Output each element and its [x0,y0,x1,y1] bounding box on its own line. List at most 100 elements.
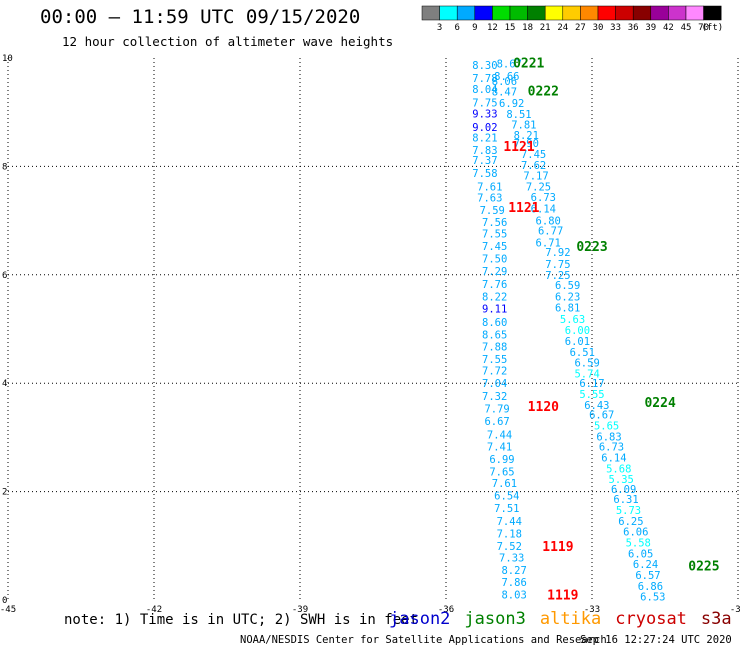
colorbar-tick-label: 45 [681,23,692,33]
swh-value-label: 7.37 [472,155,497,167]
swh-value-label: 8.65 [482,329,507,341]
swh-value-label: 5.74 [574,368,599,380]
swh-value-label: 7.55 [482,229,507,241]
swh-value-label: 6.06 [623,527,648,539]
swh-value-label: 5.65 [594,420,619,432]
swh-value-label: 6.77 [538,225,563,237]
swh-value-label: 6.57 [635,570,660,582]
colorbar-swatch [650,5,669,21]
colorbar-tick-label: 42 [663,23,674,33]
swh-value-label: 6.59 [574,358,599,370]
colorbar-swatch [527,5,546,21]
swh-value-label: 6.14 [531,204,556,216]
swh-value-label: 7.61 [492,478,517,490]
colorbar-tick-label: 12 [487,23,498,33]
colorbar-swatch [421,5,440,21]
swh-value-label: 7.72 [482,366,507,378]
swh-value-label: 7.25 [526,181,551,193]
swh-value-label: 7.58 [472,168,497,180]
swh-value-label: 7.62 [521,160,546,172]
pass-time-label: 0224 [644,396,675,411]
pass-time-label: 1119 [542,540,573,555]
plot-grid [8,58,738,600]
colorbar-tick-label: 6 [454,23,459,33]
pass-time-label: 1120 [528,400,559,415]
swh-value-label: 7.76 [482,279,507,291]
swh-value-label: 7.61 [477,181,502,193]
legend-item-jason3: jason3 [464,609,526,629]
x-tick-label: -30 [730,605,740,615]
colorbar-swatch [492,5,511,21]
swh-value-label: 7.92 [545,247,570,259]
swh-value-label: 8.03 [501,590,526,602]
swh-value-label: 8.60 [482,317,507,329]
swh-value-label: 6.05 [628,548,653,560]
pass-time-label: 1119 [547,589,578,604]
swh-value-label: 7.41 [487,442,512,454]
colorbar-tick-label: 24 [557,23,568,33]
swh-value-label: 6.54 [494,490,519,502]
swh-value-label: 8.04 [472,84,497,96]
swh-value-label: 7.78 [472,73,497,85]
swh-value-label: 7.90 [514,138,539,150]
x-tick-label: -36 [438,605,454,615]
colorbar-tick-label: 33 [610,23,621,33]
swh-value-label: 6.67 [484,416,509,428]
x-tick-label: -45 [0,605,16,615]
swh-value-label: 8.06 [492,76,517,88]
legend-item-altika: altika [539,609,602,629]
swh-value-label: 6.09 [611,484,636,496]
y-tick-label: 6 [2,271,7,281]
legend-item-cryosat: cryosat [615,609,687,629]
data-points: 8.678.308.667.788.068.048.477.75 6.929.33… [472,58,665,603]
swh-value-label: 6.86 [638,581,663,593]
swh-value-label: 6.71 [536,237,561,249]
swh-value-label: 6.43 [584,400,609,412]
colorbar-swatch [562,5,581,21]
swh-value-label: 6.17 [579,378,604,390]
legend-item-jason2: jason2 [389,609,451,629]
swh-value-label: 7.56 [482,217,507,229]
swh-value-label: 7.50 [482,254,507,266]
chart-title: 00:00 — 11:59 UTC 09/15/2020 [40,6,361,28]
swh-value-label: 7.55 [482,354,507,366]
swh-value-label: 7.33 [499,553,524,565]
swh-value-label: 6.00 [565,325,590,337]
swh-value-label: 8.67 [497,58,522,70]
swh-value-label: 6.24 [633,559,658,571]
swh-value-label: 6.67 [589,410,614,422]
swh-value-label: 7.75 [545,259,570,271]
swh-value-label: 6.53 [640,592,665,604]
swh-value-label: 6.23 [555,291,580,303]
swh-value-label: 6.51 [570,347,595,359]
swh-value-label: 7.88 [482,341,507,353]
colorbar-swatch [597,5,616,21]
footer-credit: NOAA/NESDIS Center for Satellite Applica… [240,634,607,646]
swh-value-label: 7.75 [472,97,497,109]
colorbar-swatch [668,5,687,21]
swh-value-label: 5.63 [560,314,585,326]
swh-value-label: 5.73 [616,505,641,517]
pass-time-label: 0221 [513,56,544,71]
colorbar-swatch [615,5,634,21]
colorbar-swatch [703,5,722,21]
pass-time-label: 0222 [528,85,559,100]
pass-time-label: 0223 [576,240,607,255]
swh-value-label: 8.22 [482,291,507,303]
swh-value-label: 7.18 [497,528,522,540]
swh-value-label: 7.81 [511,120,536,132]
time-labels: 0221 0222 1121 1121 0223 0224 1120 1119 0225 1119 [503,56,719,603]
y-tick-label: 4 [2,379,7,389]
plot-axes: -45 -42 -39 -36 -33 -30 0 2 4 6 8 10 [0,54,740,615]
colorbar-swatch [474,5,493,21]
swh-value-label: 6.83 [596,431,621,443]
y-tick-label: 2 [2,488,7,498]
pass-time-label: 1121 [508,201,539,216]
swh-value-label: 6.25 [618,516,643,528]
colorbar-unit-label: (ft) [702,23,724,33]
swh-value-label: 6.92 [499,98,524,110]
colorbar: 3 6 9 12 15 18 21 24 27 30 33 36 39 42 45 70(ft) [421,5,724,33]
colorbar-tick-label: 36 [628,23,639,33]
swh-value-label: 6.01 [565,336,590,348]
pass-time-label: 0225 [688,559,719,574]
